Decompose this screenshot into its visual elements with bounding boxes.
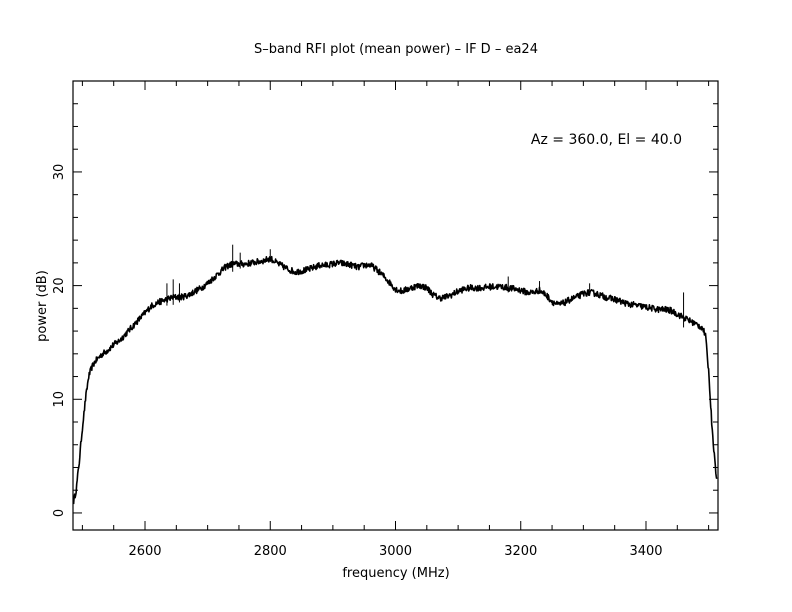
y-tick-label: 10	[52, 391, 67, 408]
axis-ticks	[73, 80, 718, 530]
x-tick-label: 2800	[254, 544, 287, 559]
y-tick-label: 20	[52, 277, 67, 294]
x-tick-label: 3000	[379, 544, 412, 559]
x-tick-label: 3400	[629, 544, 662, 559]
y-tick-label: 0	[52, 509, 67, 517]
rfi-spikes	[166, 244, 685, 328]
az-el-annotation: Az = 360.0, El = 40.0	[531, 132, 682, 148]
chart-title: S–band RFI plot (mean power) – IF D – ea…	[254, 42, 538, 57]
x-axis-label: frequency (MHz)	[342, 566, 449, 581]
tick-labels: 2600 2800 3000 3200 3400 0 10 20 30	[52, 164, 663, 559]
y-axis-label: power (dB)	[35, 270, 50, 342]
plot-frame	[72, 80, 719, 531]
power-series-line	[72, 255, 718, 505]
x-tick-label: 2600	[128, 544, 161, 559]
x-tick-label: 3200	[504, 544, 537, 559]
y-tick-label: 30	[52, 164, 67, 181]
